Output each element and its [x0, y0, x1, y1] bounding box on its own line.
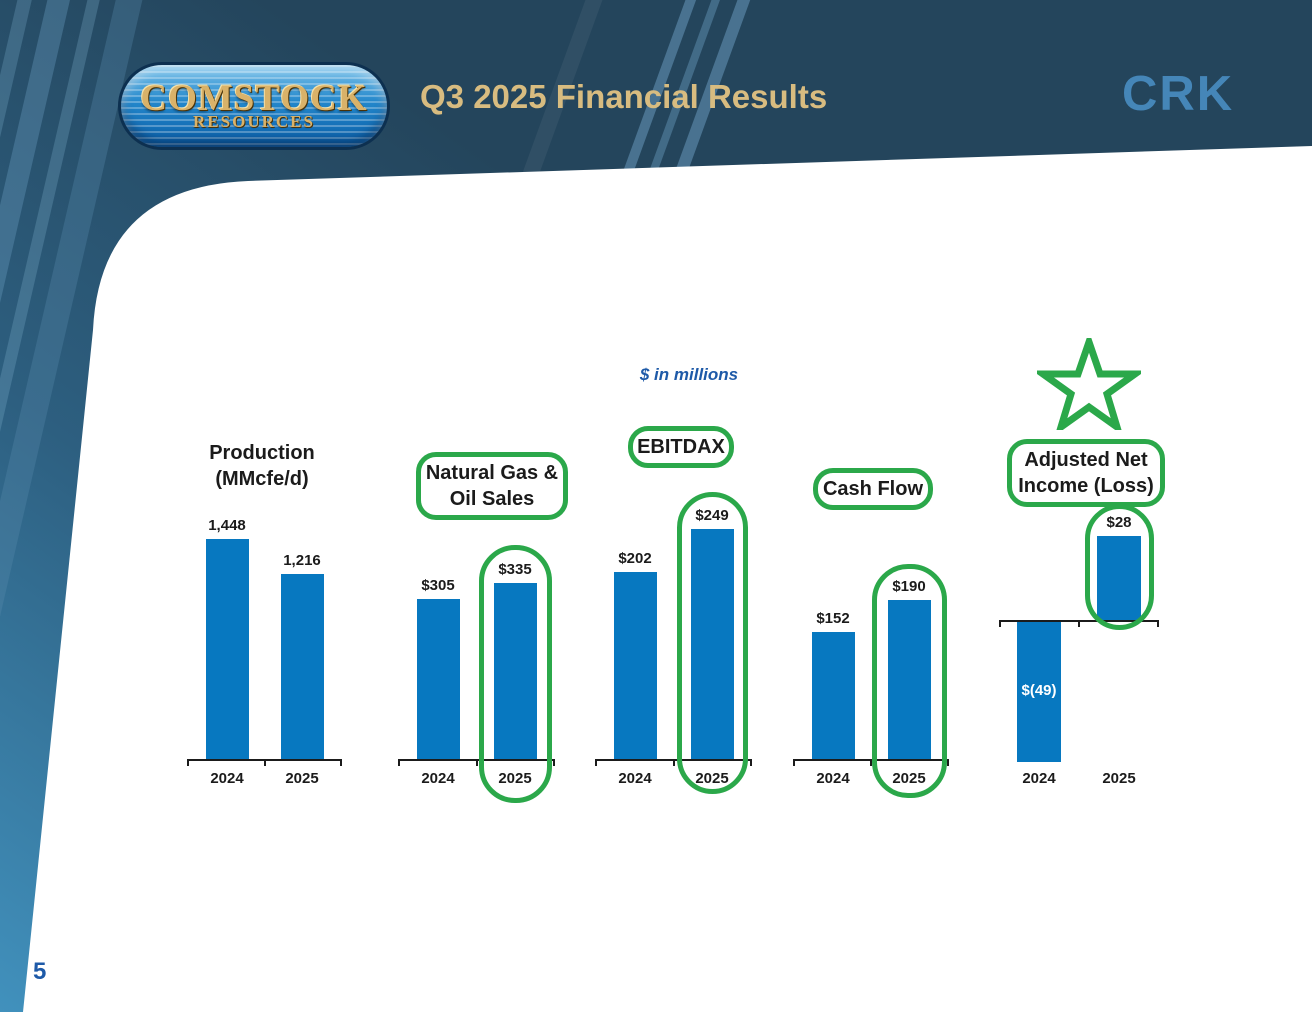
chart-title: Production (MMcfe/d) [209, 442, 315, 490]
highlight-outline [677, 492, 748, 794]
chart-title: Natural Gas & Oil Sales [416, 452, 568, 520]
bar-2024 [416, 599, 460, 759]
axis-tick [340, 759, 342, 766]
value-label: $152 [816, 610, 850, 627]
bar-2024 [811, 632, 855, 759]
axis-tick [750, 759, 752, 766]
axis-tick [595, 759, 597, 766]
value-label: $202 [618, 550, 652, 567]
category-label: 2024 [1022, 770, 1056, 787]
bar-2025 [690, 529, 734, 759]
units-note: $ in millions [639, 365, 739, 384]
logo-text-resources: RESOURCES [193, 112, 315, 131]
crk-logo: CRK [1122, 67, 1235, 121]
chart-title: Cash Flow [813, 468, 933, 510]
x-axis [187, 759, 342, 766]
bar-2025 [887, 600, 931, 759]
value-label: 1,448 [208, 517, 246, 534]
category-label: 2024 [816, 770, 850, 787]
axis-tick [263, 759, 266, 766]
category-label: 2024 [421, 770, 455, 787]
axis-tick [999, 620, 1001, 627]
axis-tick [553, 759, 555, 766]
x-axis [999, 620, 1159, 627]
slide-title: Q3 2025 Financial Results [420, 78, 828, 115]
category-label: 2025 [285, 770, 319, 787]
axis-tick [475, 759, 478, 766]
highlight-outline [872, 564, 947, 798]
axis-tick [793, 759, 795, 766]
bar-2024 [205, 539, 249, 759]
axis-tick [1157, 620, 1159, 627]
x-axis [793, 759, 949, 766]
axis-tick [398, 759, 400, 766]
bar-2024 [1017, 622, 1061, 762]
chart-title: Adjusted Net Income (Loss) [1007, 439, 1165, 507]
comstock-logo: COMSTOCK RESOURCES [118, 62, 390, 150]
category-label: 2024 [210, 770, 244, 787]
highlight-outline [1085, 504, 1154, 630]
x-axis [595, 759, 752, 766]
axis-tick [870, 759, 872, 766]
star-icon [1037, 338, 1141, 430]
value-label: 1,216 [283, 552, 321, 569]
axis-tick [947, 759, 949, 766]
category-label: 2024 [618, 770, 652, 787]
bar-2024 [613, 572, 657, 759]
axis-tick [187, 759, 189, 766]
logo-text-comstock: COMSTOCK [140, 78, 368, 119]
category-label: 2025 [1102, 770, 1136, 787]
axis-tick [1078, 620, 1080, 627]
value-label: $305 [421, 577, 455, 594]
page-number: 5 [33, 958, 47, 985]
highlight-outline [479, 545, 552, 803]
axis-tick [672, 759, 675, 766]
x-axis [398, 759, 555, 766]
bar-2025 [280, 574, 324, 759]
chart-title: EBITDAX [628, 426, 734, 468]
bar-2025 [493, 583, 537, 759]
value-label: $(49) [1021, 682, 1057, 699]
